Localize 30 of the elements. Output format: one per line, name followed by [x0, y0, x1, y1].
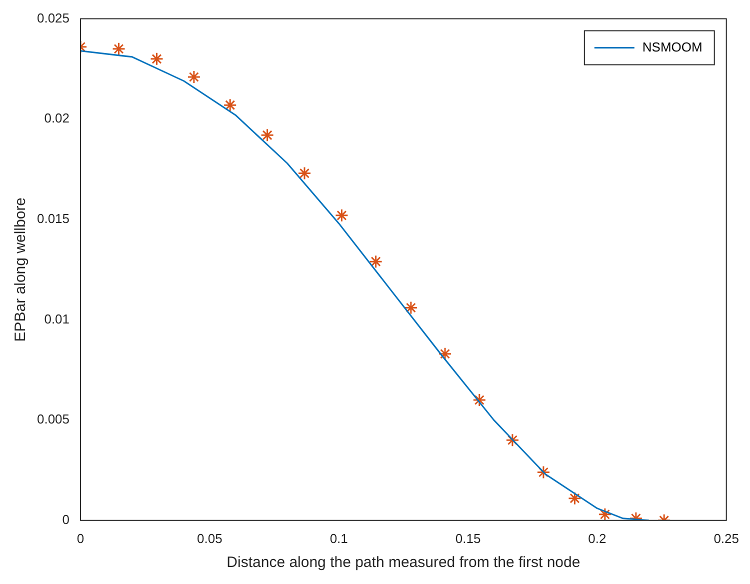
y-axis-title: EPBar along wellbore: [12, 197, 30, 342]
x-tick-label: 0.25: [714, 530, 740, 546]
x-tick-label: 0.05: [197, 530, 222, 546]
point: [223, 98, 237, 112]
x-tick-label: 0.1: [330, 530, 348, 546]
point: [334, 208, 348, 222]
point: [568, 492, 582, 506]
point: [404, 300, 418, 314]
point: [536, 465, 550, 479]
y-tick-label: 0.02: [44, 110, 70, 126]
point: [472, 393, 486, 407]
y-tick-label: 0.025: [36, 10, 70, 26]
y-tick-label: 0.005: [36, 412, 70, 427]
x-axis-title: Distance along the path measured from the first node: [226, 554, 580, 572]
x-tick-label: 0: [76, 530, 84, 546]
point: [150, 52, 164, 66]
legend-label: NSMOOM: [642, 39, 702, 54]
y-tick-label: 0.015: [36, 211, 70, 226]
point: [260, 128, 274, 142]
point: [369, 254, 383, 268]
point: [438, 347, 452, 361]
x-tick-label: 0.15: [455, 530, 481, 546]
y-tick-label: 0.01: [44, 311, 70, 326]
point: [506, 433, 520, 447]
point: [598, 508, 612, 520]
point: [187, 70, 201, 84]
y-tick-label: 0: [62, 512, 70, 527]
x-tick-label: 0.2: [588, 530, 606, 546]
point: [298, 166, 312, 180]
point: [112, 42, 126, 56]
